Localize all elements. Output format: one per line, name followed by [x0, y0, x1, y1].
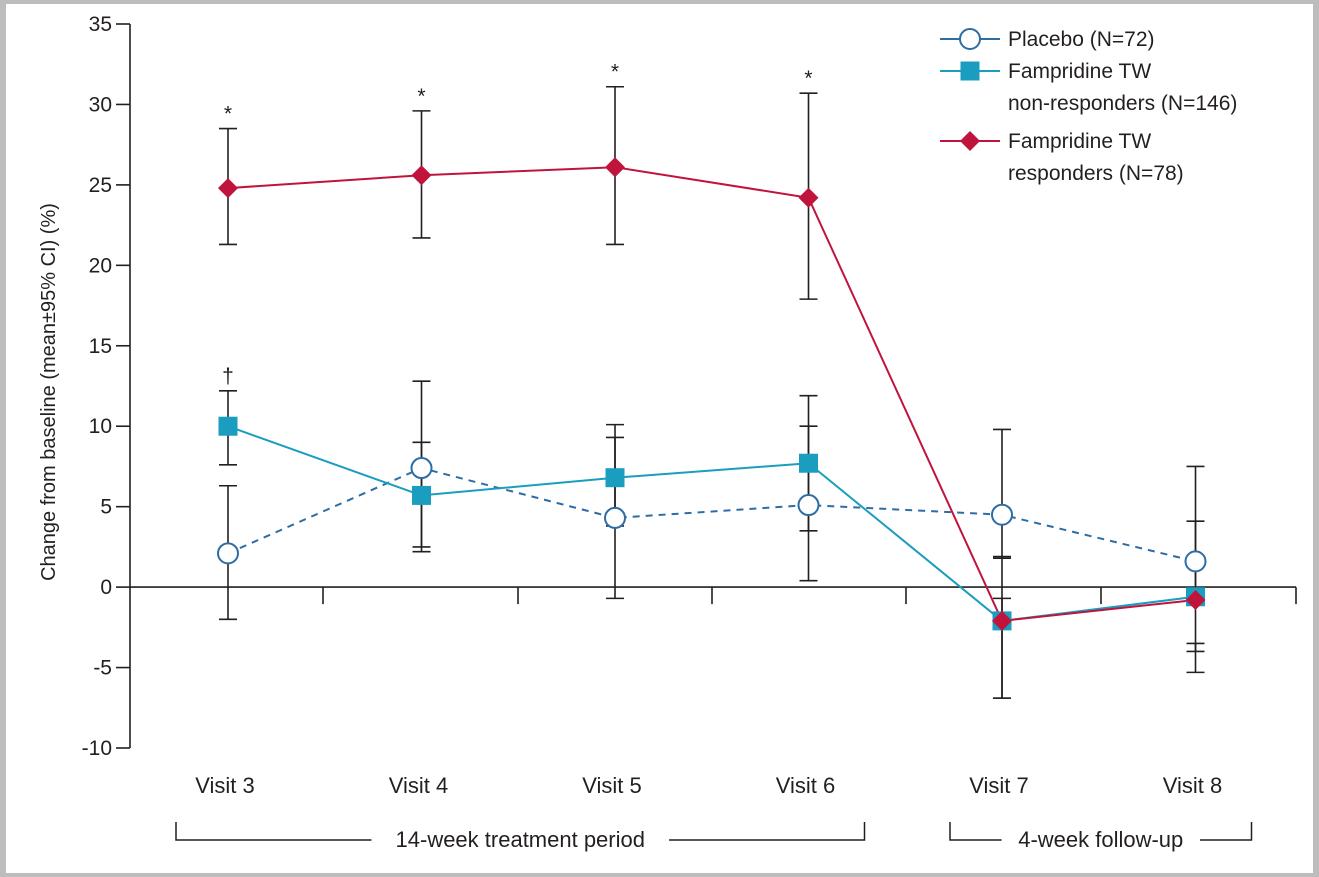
data-point: [411, 165, 432, 186]
legend-label: Fampridine TW: [1008, 60, 1151, 83]
y-tick-label: 35: [89, 13, 112, 36]
data-point: [218, 178, 238, 199]
significance-mark: †: [222, 365, 234, 388]
legend-label: Placebo (N=72): [1008, 28, 1155, 51]
period-brackets: 14-week treatment period 4-week follow-up: [175, 822, 1253, 852]
period-label: 14-week treatment period: [396, 827, 645, 852]
period-bracket-right: [1199, 822, 1253, 841]
period-bracket-left: [949, 822, 1002, 841]
series-line: [227, 466, 1196, 563]
y-axis-label: Change from baseline (mean±95% CI) (%): [38, 203, 60, 581]
x-category-label: Visit 6: [776, 773, 836, 798]
y-tick-label: 20: [89, 254, 112, 277]
data-point: [798, 187, 819, 208]
y-tick-label: -10: [82, 737, 112, 760]
period-bracket-left: [175, 822, 372, 841]
legend-marker: [960, 61, 980, 81]
legend-label: non-responders (N=146): [1008, 92, 1237, 115]
legend-marker: [960, 131, 980, 151]
data-point: [604, 506, 626, 529]
x-category-label: Visit 3: [195, 773, 255, 798]
annotations: * * * * †: [222, 61, 812, 388]
significance-mark: *: [611, 61, 619, 84]
significance-mark: *: [417, 85, 425, 108]
significance-mark: *: [804, 67, 812, 90]
legend-label: responders (N=78): [1008, 162, 1184, 185]
period-bracket-right: [669, 822, 866, 841]
legend-marker: [959, 28, 981, 50]
data-markers: [217, 157, 1207, 631]
data-point: [605, 157, 625, 178]
x-category-label: Visit 7: [969, 773, 1029, 798]
y-tick-label: -5: [93, 657, 112, 680]
y-tick-label: 5: [100, 496, 112, 519]
data-point: [217, 542, 239, 565]
series-line: [227, 166, 1196, 622]
x-category-label: Visit 4: [389, 773, 449, 798]
legend-label: Fampridine TW: [1008, 130, 1151, 153]
data-point: [992, 610, 1012, 631]
data-point: [797, 494, 820, 517]
series-lines: [227, 166, 1196, 622]
data-point: [991, 503, 1013, 526]
y-tick-label: 10: [89, 415, 112, 438]
y-tick-label: 25: [89, 174, 112, 197]
legend: Placebo (N=72) Fampridine TW non-responder…: [940, 28, 1237, 185]
data-point: [410, 457, 433, 480]
x-category-label: Visit 5: [582, 773, 642, 798]
y-tick-label: 15: [89, 335, 112, 358]
data-point: [412, 485, 431, 505]
period-label: 4-week follow-up: [1018, 827, 1183, 852]
data-point: [799, 453, 818, 473]
axes: -10 -5 0 5 10 15 20 25 30 35 Visit 3 Visit 4 Visit 5…: [82, 13, 1297, 798]
y-tick-label: 30: [89, 93, 112, 116]
data-point: [1184, 550, 1207, 573]
x-category-label: Visit 8: [1163, 773, 1223, 798]
data-point: [1185, 589, 1206, 610]
y-tick-label: 0: [100, 576, 112, 599]
data-point: [218, 416, 238, 436]
significance-mark: *: [224, 103, 232, 126]
data-point: [605, 468, 625, 488]
